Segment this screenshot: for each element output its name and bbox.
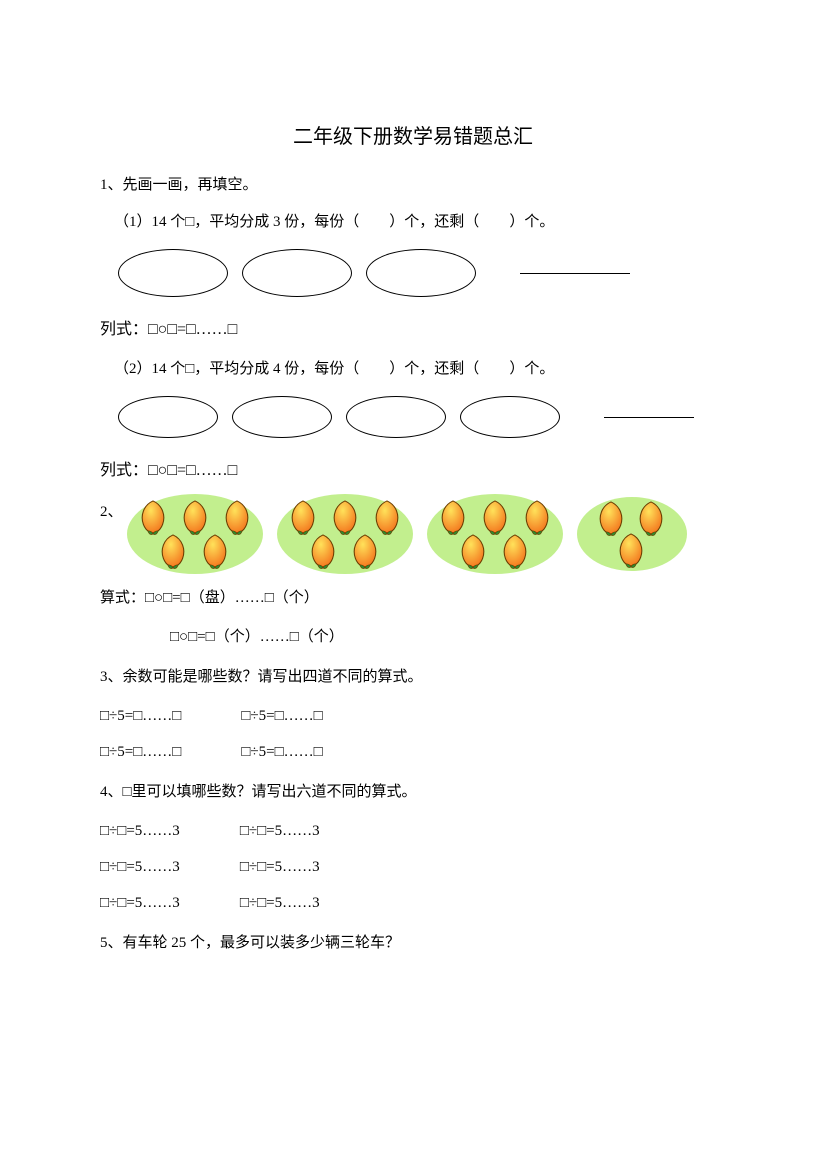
- q3-row2: □÷5=□……□ □÷5=□……□: [100, 734, 726, 770]
- q1-label: 1、先画一画，再填空。: [100, 169, 726, 202]
- q4-eq: □÷□=5……3: [100, 849, 180, 885]
- q4-eq: □÷□=5……3: [100, 813, 180, 849]
- q1-p1: （1）14 个□，平均分成 3 份，每份（ ）个，还剩（ ）个。: [100, 206, 726, 239]
- peach-icon: [499, 532, 531, 577]
- q1-p2-ovals: [118, 396, 726, 438]
- oval-shape: [232, 396, 332, 438]
- oval-shape: [460, 396, 560, 438]
- blank-line: [520, 273, 630, 274]
- q4-eq: □÷□=5……3: [240, 849, 320, 885]
- blank-line: [604, 417, 694, 418]
- oval-shape: [346, 396, 446, 438]
- peach-icon: [349, 532, 381, 577]
- q5-label: 5、有车轮 25 个，最多可以装多少辆三轮车？: [100, 927, 726, 960]
- q1-p2: （2）14 个□，平均分成 4 份，每份（ ）个，还剩（ ）个。: [100, 353, 726, 386]
- q1-formula1: 列式：□○□=□……□: [100, 315, 726, 339]
- q4-eq: □÷□=5……3: [240, 813, 320, 849]
- q3-eq: □÷5=□……□: [241, 698, 322, 734]
- q2-label: 2、: [100, 500, 123, 521]
- q4-eq: □÷□=5……3: [100, 885, 180, 921]
- peach-icon: [157, 532, 189, 577]
- q4-row2: □÷□=5……3 □÷□=5……3: [100, 849, 726, 885]
- peach-icon: [457, 532, 489, 577]
- peach-plate: [427, 494, 563, 574]
- peach-icon: [307, 532, 339, 577]
- oval-shape: [118, 396, 218, 438]
- q1-p1-ovals: [118, 249, 726, 297]
- peach-icon: [615, 531, 647, 576]
- peach-icon: [199, 532, 231, 577]
- peach-plate: [277, 494, 413, 574]
- q2-row: 2、: [100, 494, 726, 574]
- oval-shape: [242, 249, 352, 297]
- q3-eq: □÷5=□……□: [100, 698, 181, 734]
- page-title: 二年级下册数学易错题总汇: [100, 120, 726, 149]
- q2-formula1: 算式：□○□=□（盘）……□（个）: [100, 582, 726, 615]
- oval-shape: [366, 249, 476, 297]
- q4-eq: □÷□=5……3: [240, 885, 320, 921]
- peach-plate: [577, 497, 687, 571]
- peach-plate: [127, 494, 263, 574]
- q3-label: 3、余数可能是哪些数？请写出四道不同的算式。: [100, 661, 726, 694]
- q3-eq: □÷5=□……□: [100, 734, 181, 770]
- q2-formula2: □○□=□（个）……□（个）: [170, 619, 726, 655]
- oval-shape: [118, 249, 228, 297]
- q4-label: 4、□里可以填哪些数？请写出六道不同的算式。: [100, 776, 726, 809]
- q3-eq: □÷5=□……□: [241, 734, 322, 770]
- q4-row1: □÷□=5……3 □÷□=5……3: [100, 813, 726, 849]
- q1-formula2: 列式：□○□=□……□: [100, 456, 726, 480]
- q3-row1: □÷5=□……□ □÷5=□……□: [100, 698, 726, 734]
- q4-row3: □÷□=5……3 □÷□=5……3: [100, 885, 726, 921]
